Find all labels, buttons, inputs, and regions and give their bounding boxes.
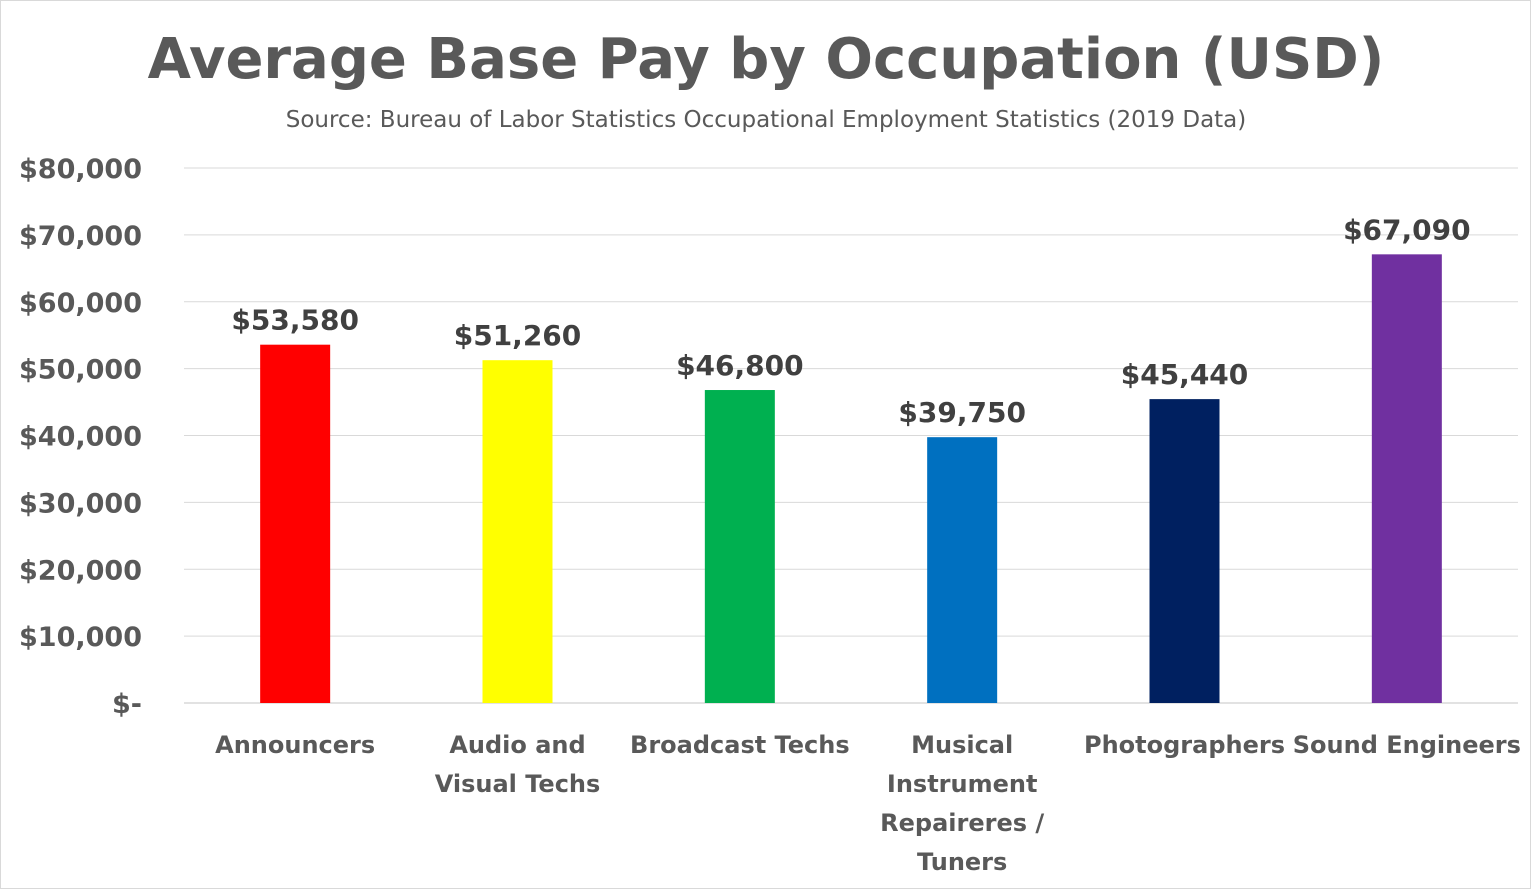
bar <box>260 344 331 703</box>
bar <box>704 390 775 703</box>
x-tick-label: Broadcast Techs <box>630 731 850 759</box>
data-labels: $53,580 $51,260 $46,800 $39,750 $45,440 $67,0… <box>231 213 1470 429</box>
data-label: $39,750 <box>898 396 1026 429</box>
x-tick-label-line: Broadcast Techs <box>630 731 850 759</box>
x-tick-label: Audio and Visual Techs <box>435 731 601 798</box>
x-tick-label: Musical Instrument Repaireres / Tuners <box>880 731 1044 876</box>
y-tick-label: $70,000 <box>19 221 142 252</box>
x-tick-label-line: Visual Techs <box>435 770 601 798</box>
y-tick-label: $10,000 <box>19 622 142 653</box>
x-tick-label-line: Audio and <box>449 731 585 759</box>
x-tick-label-line: Instrument <box>887 770 1038 798</box>
y-tick-label: $50,000 <box>19 355 142 386</box>
gridlines <box>184 167 1518 704</box>
bar <box>1149 399 1220 703</box>
x-tick-label-line: Tuners <box>917 848 1007 876</box>
y-tick-label: $80,000 <box>19 154 142 185</box>
x-axis-tick-labels: Announcers Audio and Visual Techs Broadcast… <box>215 731 1521 876</box>
y-tick-label: $40,000 <box>19 422 142 453</box>
data-label: $67,090 <box>1343 213 1471 246</box>
data-label: $46,800 <box>676 349 804 382</box>
x-tick-label: Photographers <box>1084 731 1285 759</box>
x-tick-label-line: Musical <box>911 731 1013 759</box>
bar <box>1371 254 1442 703</box>
y-axis-tick-labels: $- $10,000 $20,000 $30,000 $40,000 $50,000 $60… <box>19 154 142 720</box>
y-tick-label: $20,000 <box>19 555 142 586</box>
data-label: $53,580 <box>231 304 359 337</box>
chart-title: Average Base Pay by Occupation (USD) <box>148 27 1385 92</box>
x-tick-label-line: Repaireres / <box>880 809 1044 837</box>
bar <box>927 437 998 703</box>
x-tick-label-line: Sound Engineers <box>1293 731 1521 759</box>
data-label: $51,260 <box>454 319 582 352</box>
x-tick-label-line: Photographers <box>1084 731 1285 759</box>
y-tick-label: $- <box>112 689 142 720</box>
chart-subtitle: Source: Bureau of Labor Statistics Occup… <box>286 107 1247 133</box>
x-tick-label-line: Announcers <box>215 731 375 759</box>
y-tick-label: $60,000 <box>19 288 142 319</box>
y-tick-label: $30,000 <box>19 488 142 519</box>
bar <box>482 360 553 703</box>
data-label: $45,440 <box>1121 358 1249 391</box>
x-tick-label: Sound Engineers <box>1293 731 1521 759</box>
x-tick-label: Announcers <box>215 731 375 759</box>
bars <box>260 254 1442 703</box>
